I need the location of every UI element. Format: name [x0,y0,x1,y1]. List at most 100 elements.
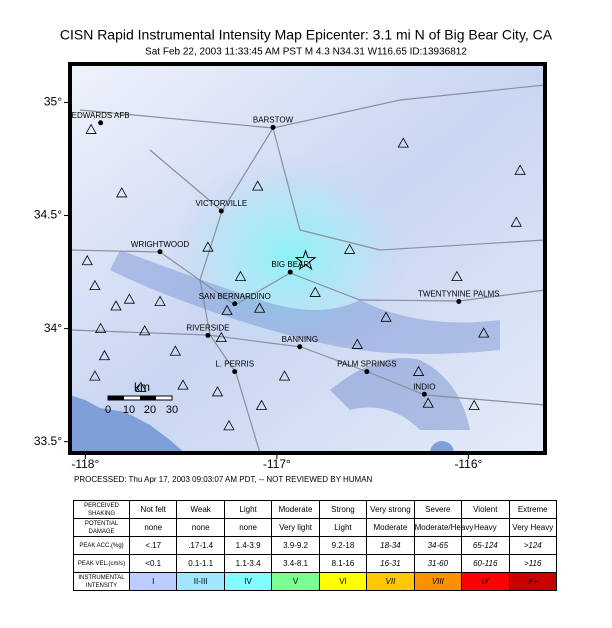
station [98,349,111,361]
lake [430,441,454,453]
city [364,369,370,375]
legend-cell: 8.1-16 [318,554,368,573]
station [116,187,128,198]
station [510,216,522,227]
station [278,370,291,381]
legend-cell: 65-124 [461,536,510,555]
legend-cell: VII [366,572,415,591]
legend-cell: 1.4-3.9 [223,536,273,555]
station [478,327,490,338]
scale-bar [108,396,124,400]
city-label: PALM SPRINGS [337,360,396,369]
legend-cell: 18-34 [366,536,415,555]
city [205,332,211,338]
legend-cell: IV [223,572,273,591]
legend-cell: Moderate/Heavy [413,518,473,537]
map-frame [68,62,547,455]
station [422,397,434,408]
legend-cell: 9.2-18 [318,536,368,555]
legend-cell: 3.4-8.1 [271,554,320,573]
station [202,241,214,252]
legend-cell: Very strong [366,500,415,519]
legend-cell: .17-1.4 [176,536,225,555]
station [252,180,264,191]
city [287,269,293,275]
legend-row: PEAK VEL.(cm/s) <0.1 0.1-1.1 1.1-3.4 3.4-8.1… [73,554,557,573]
station [215,331,227,343]
scale-label: 20 [144,404,156,416]
mountains [330,358,470,430]
station [89,370,101,381]
city-label: BIG BEAR [271,260,309,269]
city [218,208,224,214]
legend-cell: Very Heavy [508,518,557,537]
legend-cell: Very light [271,518,320,537]
city-label: SAN BERNARDINO [199,292,271,301]
y-tick-label: 34° [44,321,62,335]
station [397,137,409,148]
y-tick-label: 35° [44,95,62,109]
city-label: L. PERRIS [215,360,254,369]
station [343,243,356,254]
legend-cell: Light [318,518,368,537]
city-label: TWENTYNINE PALMS [418,290,500,299]
legend-cell: 0.1-1.1 [176,554,225,573]
city [157,249,163,255]
station [94,322,107,334]
ocean [70,395,185,453]
city [98,120,104,126]
station [255,399,268,410]
station [221,304,233,315]
y-tick-label: 34.5° [34,208,62,222]
legend-cell: 34-65 [413,536,463,555]
station [468,399,480,410]
city [232,369,238,375]
city-label: BANNING [282,335,318,344]
station [412,365,425,376]
station [110,300,122,311]
legend-header: POTENTIAL DAMAGE [73,518,130,537]
legend-cell: 3.9-9.2 [271,536,320,555]
processed-note: PROCESSED: Thu Apr 17, 2003 09:03:07 AM … [74,475,373,484]
city-label: INDIO [413,382,435,391]
station [253,302,266,313]
station [154,295,166,306]
city [421,391,427,397]
city-label: BARSTOW [253,115,294,124]
legend-header: PEAK ACC.(%g) [73,536,130,555]
legend-cell: VIII [413,572,463,591]
x-tick-label: -116° [454,457,482,471]
legend-cell: <.17 [128,536,178,555]
legend-row: PEAK ACC.(%g) <.17.17-1.4 1.4-3.9 3.9-9.2 9.… [73,536,557,555]
legend-cell: Moderate [366,518,415,537]
station [177,379,189,390]
station [451,270,463,281]
legend-row: INSTRUMENTAL INTENSITY I II-III IV V VI VII VII… [73,572,557,591]
legend-cell: I [128,572,178,591]
scale-unit: km [134,380,150,394]
city-label: RIVERSIDE [186,324,229,333]
legend-cell: none [128,518,178,537]
legend-header: INSTRUMENTAL INTENSITY [73,572,130,591]
city [297,344,303,350]
mountains [110,250,500,354]
title: CISN Rapid Instrumental Intensity Map Ep… [60,27,553,43]
legend-cell: Severe [413,500,463,519]
city-label: VICTORVILLE [195,199,247,208]
epicenter [294,249,317,271]
station [169,345,182,356]
station [211,386,224,397]
legend-cell: 1.1-3.4 [223,554,273,573]
city [232,301,238,307]
legend-cell: <0.1 [128,554,178,573]
intensity-legend: PERCEIVED SHAKING Not felt Weak Light Modera… [73,500,557,591]
legend-row: POTENTIAL DAMAGE none none none Very light Li… [73,518,557,537]
city [456,298,462,304]
legend-cell: Moderate [271,500,320,519]
station [85,123,97,134]
scale-label: 30 [166,404,178,416]
scale-label: 0 [105,404,111,416]
y-tick-label: 33.5° [34,434,62,448]
legend-cell: Light [223,500,273,519]
